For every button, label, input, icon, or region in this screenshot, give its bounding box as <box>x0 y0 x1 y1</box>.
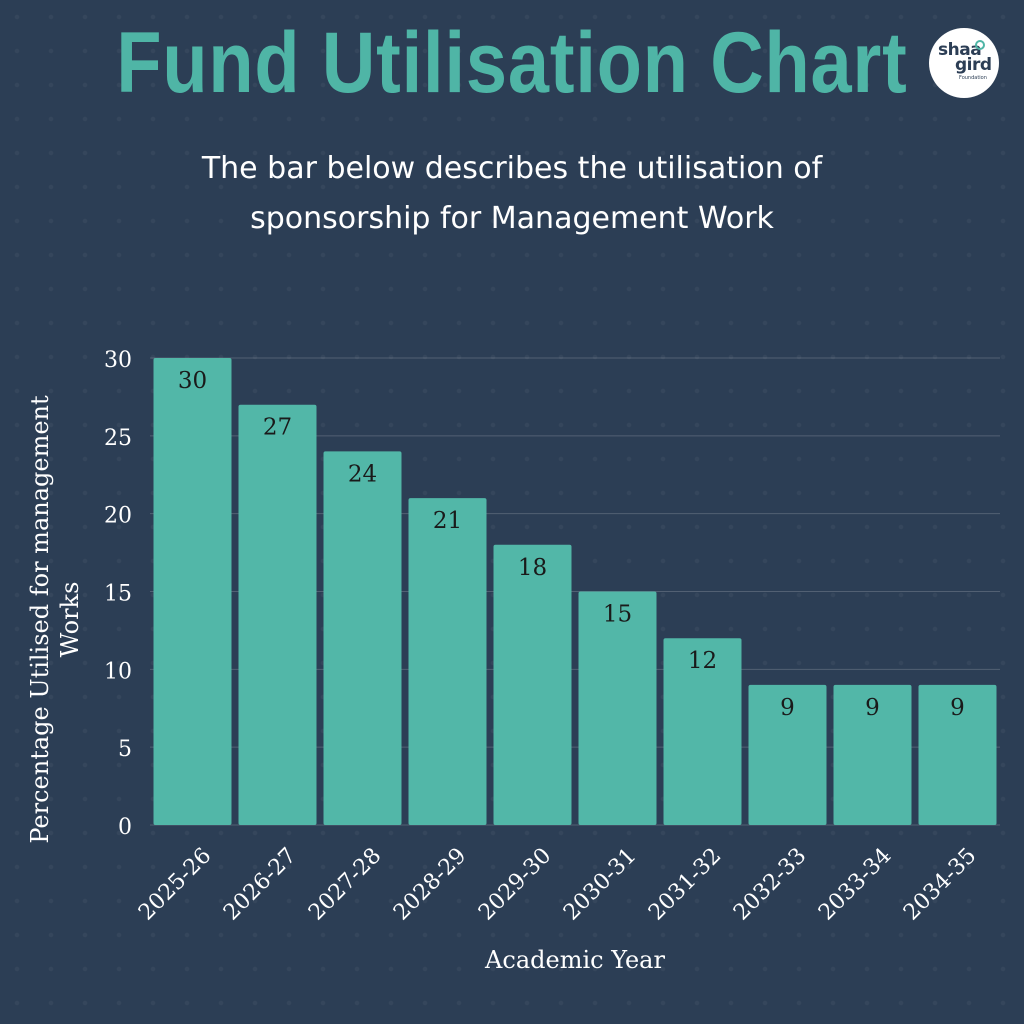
bar <box>748 684 827 825</box>
logo-text-line2: gird <box>955 55 992 75</box>
bar <box>918 684 997 825</box>
x-tick-label: 2029-30 <box>474 843 556 925</box>
y-tick-label: 10 <box>104 659 132 684</box>
shaagird-logo: shaa gird Foundation <box>929 28 999 98</box>
bar-data-label: 30 <box>178 368 207 394</box>
bar <box>323 451 402 825</box>
x-axis-title: Academic Year <box>484 946 665 974</box>
bar <box>578 591 657 825</box>
x-tick-label: 2032-33 <box>729 843 811 925</box>
chart-title: Fund Utilisation Chart <box>116 15 908 111</box>
bar-data-label: 12 <box>688 648 717 674</box>
logo-mark-icon <box>975 40 985 50</box>
bar <box>238 404 317 825</box>
bar <box>663 638 742 825</box>
bar-data-label: 21 <box>433 508 462 534</box>
y-axis-title-line: Percentage Utilised for management <box>26 395 54 844</box>
bar-data-label: 9 <box>780 695 795 721</box>
y-axis-title: Percentage Utilised for managementWorks <box>26 395 84 844</box>
chart-subtitle: The bar below describes the utilisation … <box>201 151 823 236</box>
bar <box>153 358 232 825</box>
x-tick-label: 2033-34 <box>814 843 896 925</box>
y-axis-title-line: Works <box>56 582 84 658</box>
logo-text-line3: Foundation <box>959 75 987 81</box>
bar <box>833 684 912 825</box>
bar-data-label: 24 <box>348 461 377 487</box>
x-tick-label: 2026-27 <box>219 843 301 925</box>
x-tick-label: 2028-29 <box>389 843 471 925</box>
x-tick-label: 2030-31 <box>559 843 641 925</box>
y-tick-label: 25 <box>104 426 132 451</box>
bar <box>493 544 572 825</box>
y-tick-label: 5 <box>118 737 132 762</box>
y-tick-label: 0 <box>118 815 132 840</box>
x-tick-label: 2034-35 <box>899 843 981 925</box>
bar <box>408 498 487 825</box>
x-tick-label: 2027-28 <box>304 843 386 925</box>
y-tick-label: 15 <box>104 582 132 607</box>
x-tick-label: 2031-32 <box>644 843 726 925</box>
bar-data-label: 27 <box>263 415 292 441</box>
bar-data-label: 18 <box>518 555 547 581</box>
bar-data-label: 9 <box>950 695 965 721</box>
y-tick-label: 20 <box>104 504 132 529</box>
x-tick-label: 2025-26 <box>134 843 216 925</box>
bar-data-label: 15 <box>603 602 632 628</box>
bar-data-label: 9 <box>865 695 880 721</box>
y-tick-label: 30 <box>104 348 132 373</box>
logo-text-line1: shaa <box>938 40 982 60</box>
